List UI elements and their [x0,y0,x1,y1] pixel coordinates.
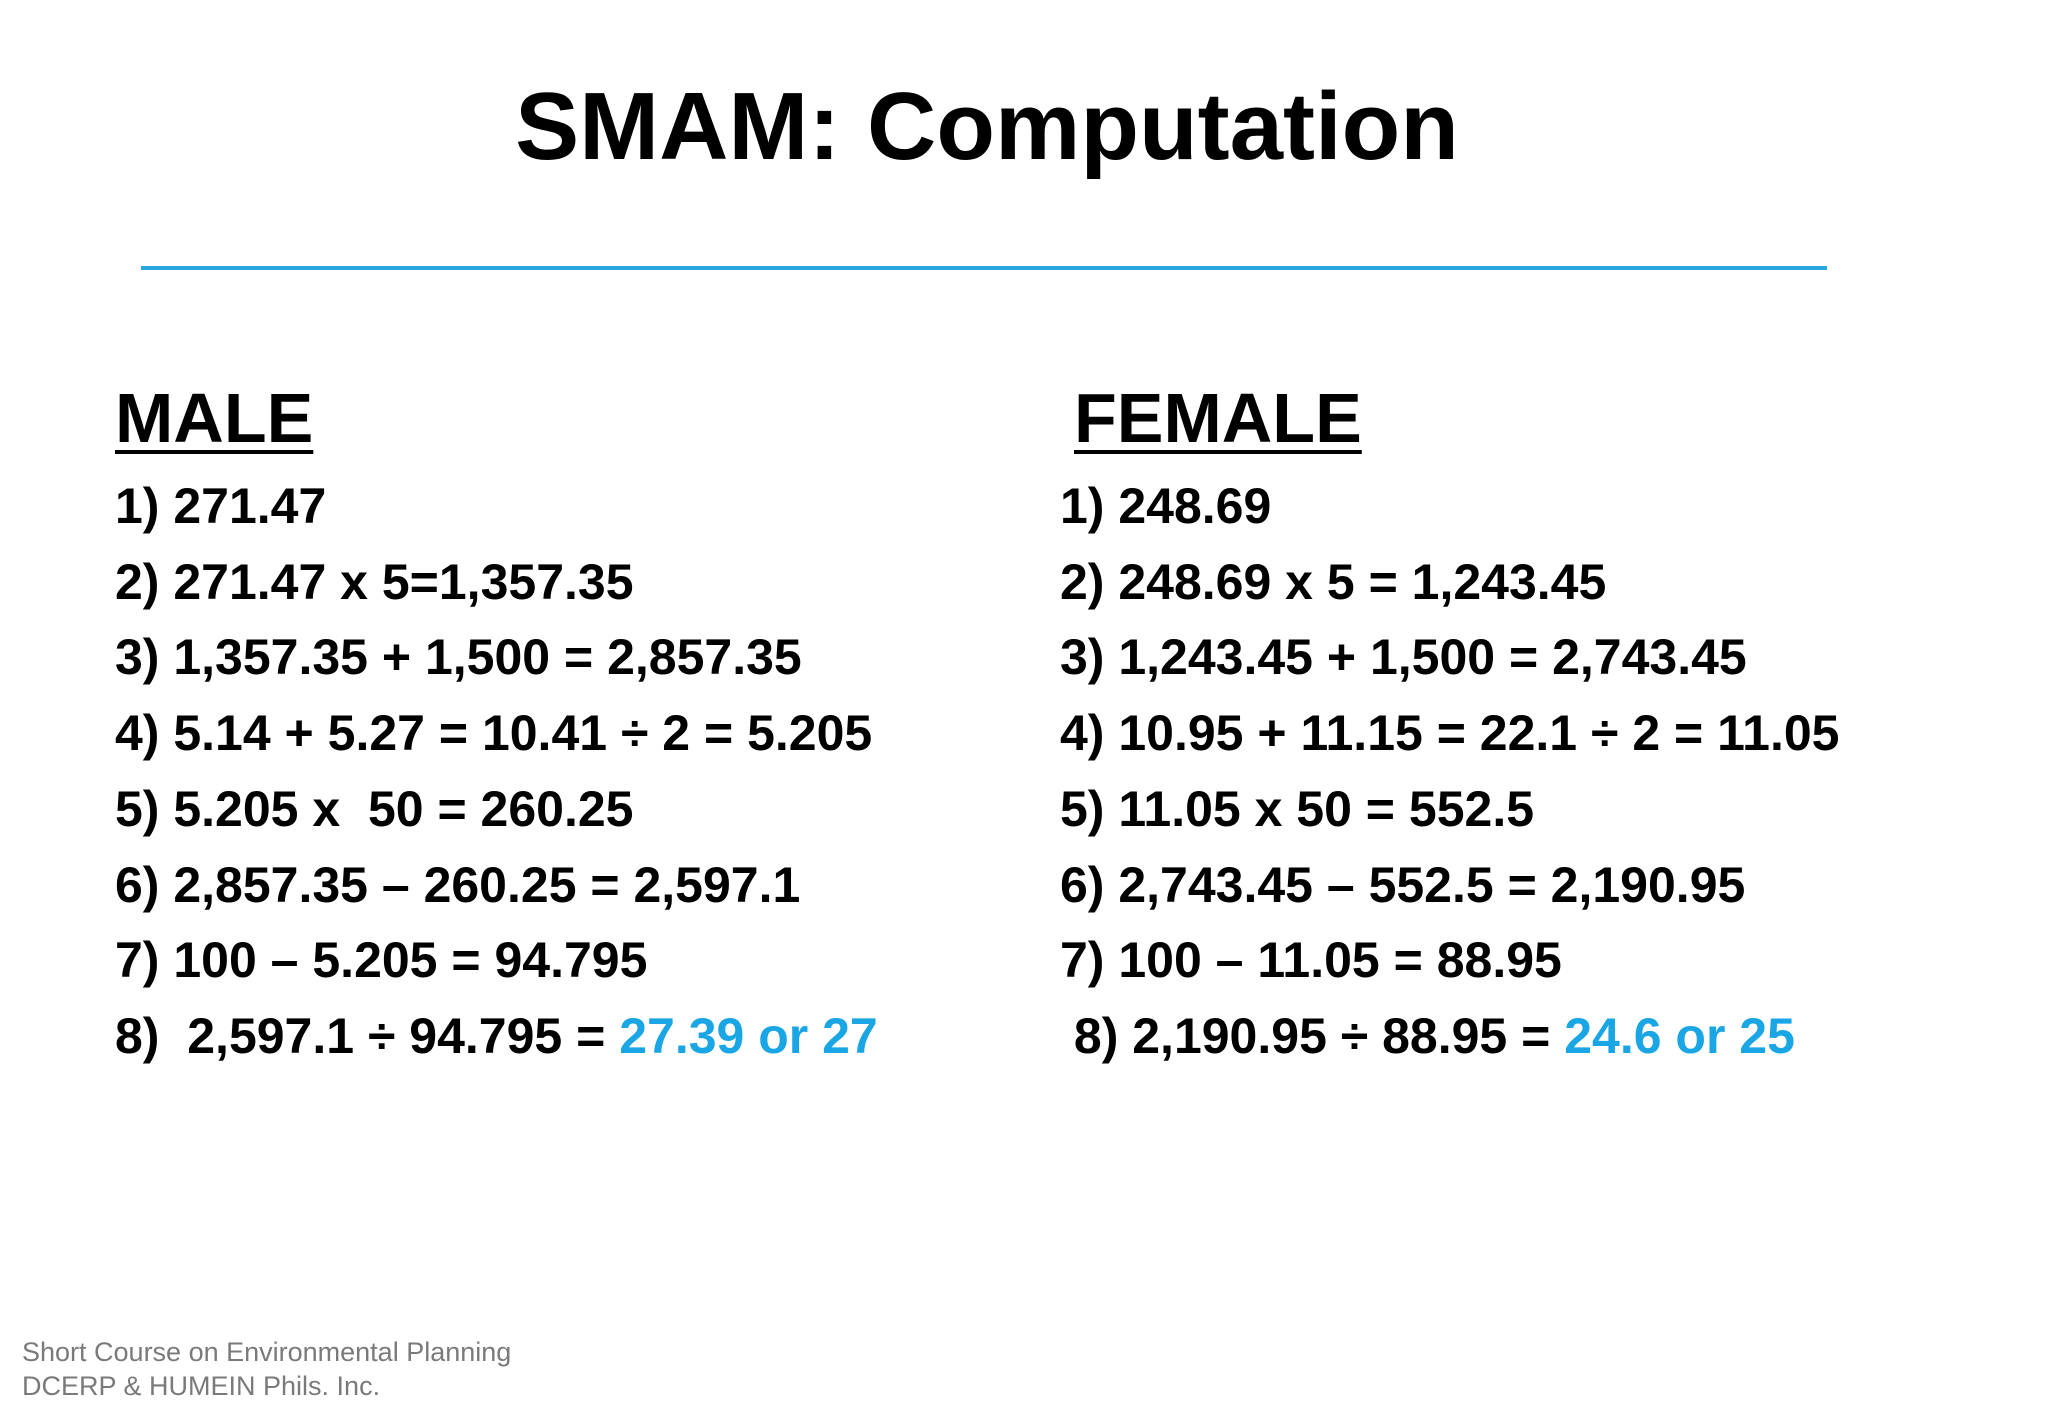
line-text: 7) 100 – 11.05 = 88.95 [1060,932,1562,989]
computation-line: 4) 10.95 + 11.15 = 22.1 ÷ 2 = 11.05 [1060,703,1840,763]
computation-line: 1) 271.47 [115,476,326,536]
result: 27.39 or 27 [619,1007,878,1064]
computation-line: 4) 5.14 + 5.27 = 10.41 ÷ 2 = 5.205 [115,703,872,763]
title-rule [141,266,1827,270]
footer-line: DCERP & HUMEIN Phils. Inc. [22,1371,381,1401]
line-text: 8) 2,597.1 ÷ 94.795 = [115,1007,620,1064]
computation-line: 5) 5.205 x 50 = 260.25 [115,779,633,839]
slide-title: SMAM: Computation [515,73,1459,180]
result: 24.6 or 25 [1564,1007,1795,1064]
line-text: 4) 5.14 + 5.27 = 10.41 ÷ 2 = 5.205 [115,705,873,762]
computation-line: 7) 100 – 5.205 = 94.795 [115,930,647,990]
male-heading: MALE [115,379,314,457]
computation-line: 3) 1,357.35 + 1,500 = 2,857.35 [115,627,802,687]
computation-line: 7) 100 – 11.05 = 88.95 [1060,930,1562,990]
line-text: 3) 1,243.45 + 1,500 = 2,743.45 [1060,629,1747,686]
line-text: 2) 271.47 x 5=1,357.35 [115,553,634,610]
line-text: 1) 271.47 [115,478,327,534]
line-text: 8) 2,190.95 ÷ 88.95 = [1060,1007,1565,1064]
computation-line: 8) 2,597.1 ÷ 94.795 = 27.39 or 27 [115,1006,878,1066]
line-text: 4) 10.95 + 11.15 = 22.1 ÷ 2 = 11.05 [1060,705,1840,762]
line-text: 5) 11.05 x 50 = 552.5 [1060,780,1535,837]
computation-line: 6) 2,743.45 – 552.5 = 2,190.95 [1060,855,1745,915]
line-text: 6) 2,743.45 – 552.5 = 2,190.95 [1060,856,1746,913]
line-text: 2) 248.69 x 5 = 1,243.45 [1060,553,1607,610]
computation-line: 2) 271.47 x 5=1,357.35 [115,552,634,612]
computation-line: 5) 11.05 x 50 = 552.5 [1060,779,1534,839]
footer-line: Short Course on Environmental Planning [22,1337,512,1367]
line-text: 1) 248.69 [1060,478,1272,534]
female-heading: FEMALE [1074,379,1362,457]
line-text: 3) 1,357.35 + 1,500 = 2,857.35 [115,629,802,686]
computation-line: 8) 2,190.95 ÷ 88.95 = 24.6 or 25 [1060,1006,1795,1066]
computation-line: 6) 2,857.35 – 260.25 = 2,597.1 [115,855,800,915]
computation-line: 1) 248.69 [1060,476,1271,536]
line-text: 6) 2,857.35 – 260.25 = 2,597.1 [115,856,801,913]
line-text: 5) 5.205 x 50 = 260.25 [115,780,634,837]
computation-line: 2) 248.69 x 5 = 1,243.45 [1060,552,1606,612]
computation-line: 3) 1,243.45 + 1,500 = 2,743.45 [1060,627,1747,687]
line-text: 7) 100 – 5.205 = 94.795 [115,932,648,989]
